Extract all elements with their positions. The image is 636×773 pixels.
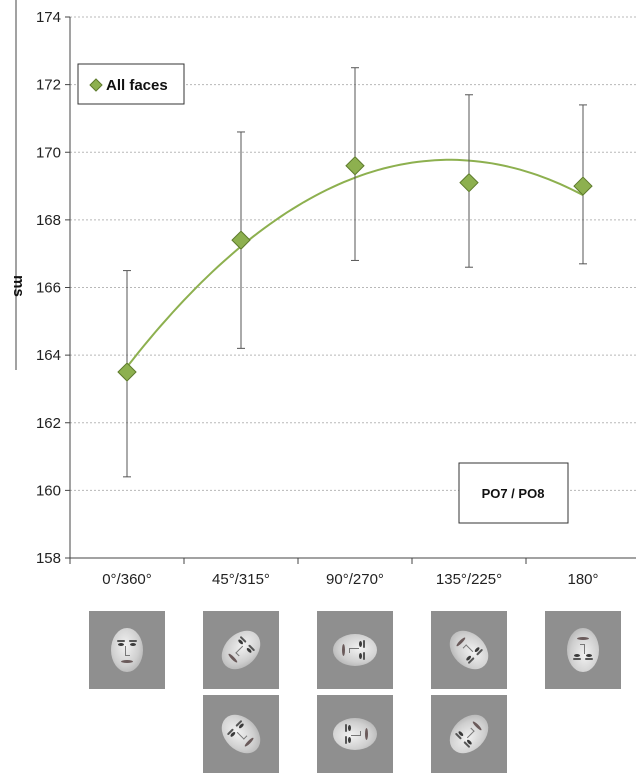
y-tick-label: 162	[36, 415, 61, 432]
data-point	[573, 176, 593, 196]
y-axis-label: ms	[10, 275, 27, 297]
legend-marker	[89, 78, 103, 92]
legend-label: All faces	[106, 77, 168, 94]
x-tick-label: 45°/315°	[212, 571, 270, 588]
face-icon	[567, 628, 599, 672]
data-point	[345, 156, 365, 176]
y-tick-label: 160	[36, 482, 61, 499]
data-points	[117, 156, 593, 382]
face-icon	[333, 718, 377, 750]
face-stimulus-image	[431, 611, 507, 689]
face-icon	[442, 707, 496, 761]
y-tick-label: 174	[36, 9, 61, 26]
face-icon	[214, 707, 268, 761]
data-point	[117, 362, 137, 382]
x-tick-label: 135°/225°	[436, 571, 502, 588]
face-icon	[214, 623, 268, 677]
face-stimulus-image	[89, 611, 165, 689]
face-icon	[442, 623, 496, 677]
face-stimulus-image	[203, 611, 279, 689]
y-ticks: 158 160 162 164 166 168 170 172 174	[36, 9, 70, 567]
legend: All faces	[77, 63, 185, 105]
face-stimulus-image	[545, 611, 621, 689]
x-tick-label: 0°/360°	[102, 571, 152, 588]
x-tick-label: 90°/270°	[326, 571, 384, 588]
face-stimulus-image	[203, 695, 279, 773]
face-stimulus-image	[317, 695, 393, 773]
chart: 158 160 162 164 166 168 170 172 174 0°/360° 45°/3…	[10, 0, 636, 588]
y-tick-label: 158	[36, 550, 61, 567]
error-bars	[123, 67, 587, 478]
y-tick-label: 164	[36, 347, 61, 364]
data-point	[459, 172, 479, 193]
y-tick-label: 168	[36, 212, 61, 229]
face-icon	[333, 634, 377, 666]
data-point	[231, 230, 251, 250]
y-tick-label: 172	[36, 77, 61, 94]
y-tick-label: 170	[36, 144, 61, 161]
y-tick-label: 166	[36, 280, 61, 297]
face-stimulus-image	[317, 611, 393, 689]
x-tick-label: 180°	[567, 571, 598, 588]
face-icon	[111, 628, 143, 672]
x-ticks: 0°/360° 45°/315° 90°/270° 135°/225° 180°	[69, 558, 599, 588]
annotation-box: PO7 / PO8	[458, 462, 569, 524]
face-stimulus-image	[431, 695, 507, 773]
annotation-label: PO7 / PO8	[482, 486, 545, 501]
